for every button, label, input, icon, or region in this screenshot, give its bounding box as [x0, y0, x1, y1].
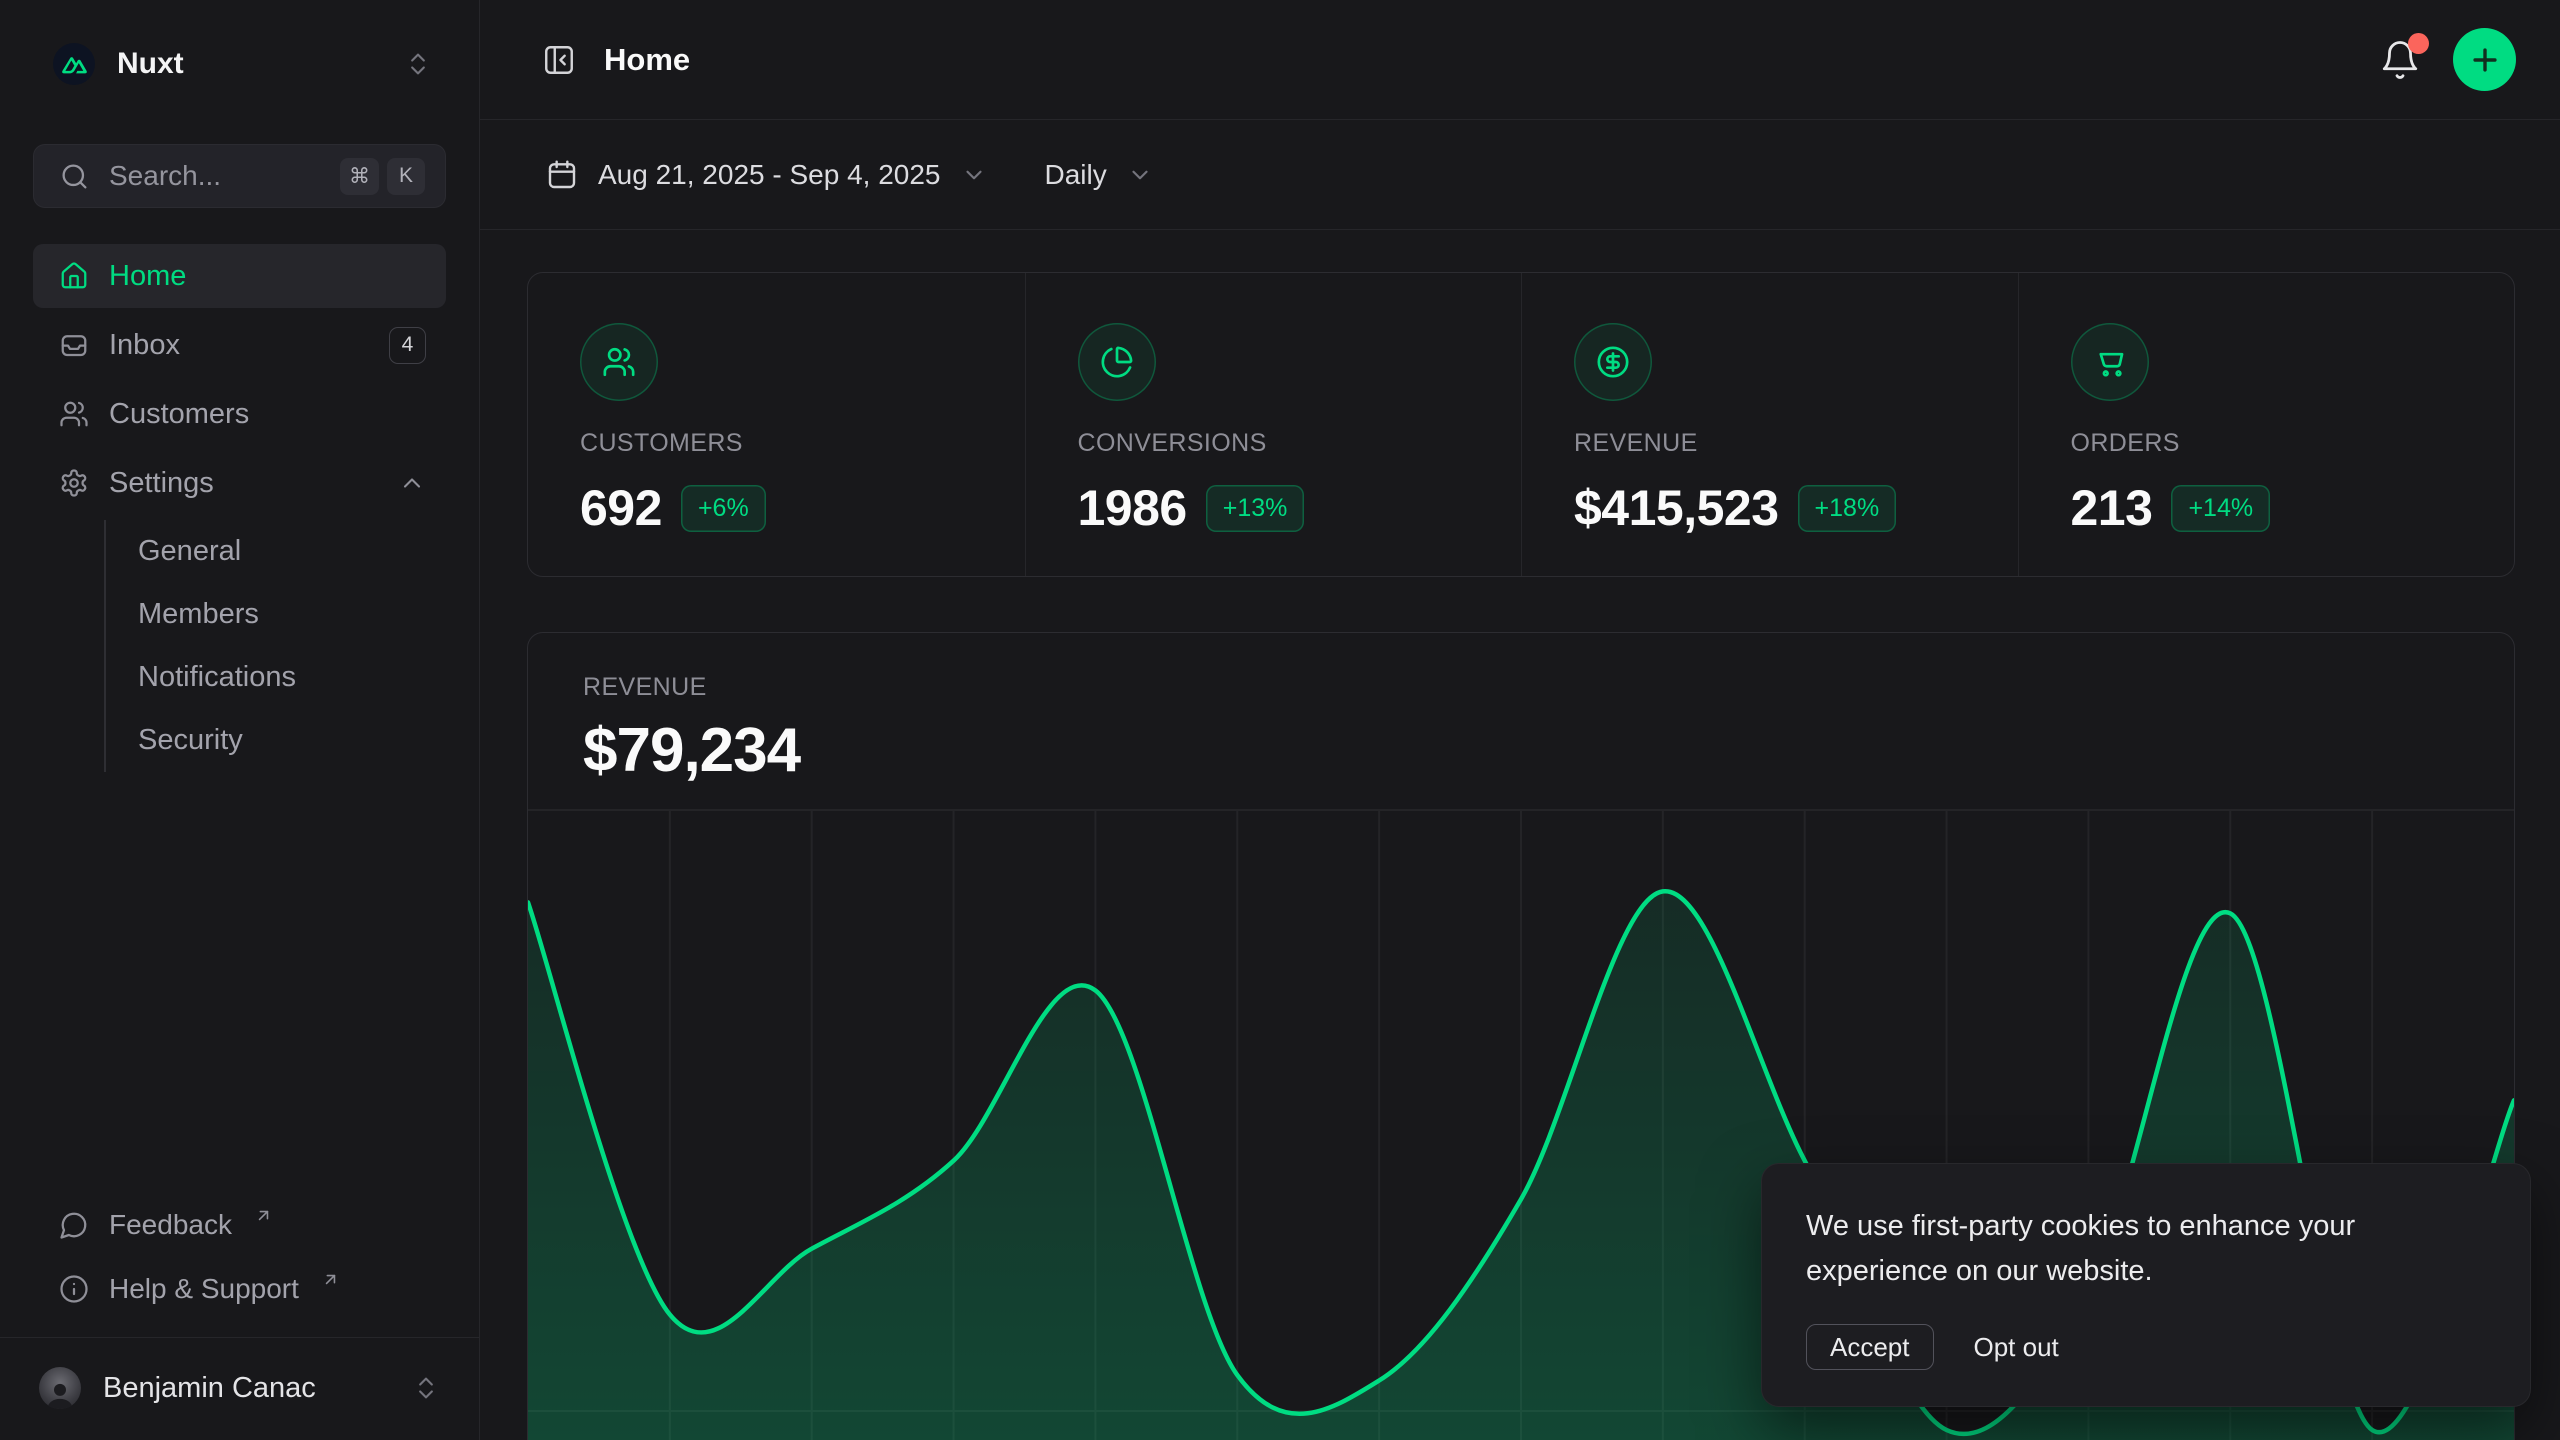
kbd-cmd: ⌘	[340, 158, 379, 195]
header-actions	[2373, 28, 2516, 91]
dollar-circle-icon	[1574, 323, 1652, 401]
settings-subnav: General Members Notifications Security	[104, 520, 446, 772]
sidebar-footer-links: Feedback Help & Support	[33, 1193, 446, 1321]
sidebar-item-inbox[interactable]: Inbox 4	[33, 313, 446, 377]
sidebar-item-security[interactable]: Security	[106, 709, 446, 772]
chevrons-up-down-icon	[412, 1374, 440, 1402]
search-placeholder: Search...	[109, 160, 320, 192]
stat-label: REVENUE	[1574, 429, 1988, 458]
chevron-down-icon	[1127, 162, 1153, 188]
search-icon	[60, 162, 89, 191]
sidebar-divider	[0, 1337, 479, 1339]
revenue-chart-label: REVENUE	[583, 673, 2514, 702]
nuxt-logo-icon	[53, 43, 95, 85]
stat-value: 1986	[1078, 479, 1187, 537]
page-title: Home	[604, 42, 690, 78]
inbox-count-badge: 4	[389, 327, 426, 364]
sidebar: Nuxt Search... ⌘ K Home	[0, 0, 480, 1440]
date-range-picker[interactable]: Aug 21, 2025 - Sep 4, 2025	[546, 159, 987, 191]
stat-orders[interactable]: ORDERS 213 +14%	[2018, 273, 2515, 576]
sidebar-item-settings[interactable]: Settings	[33, 451, 446, 515]
stat-value: $415,523	[1574, 479, 1779, 537]
stat-value: 213	[2071, 479, 2153, 537]
stat-customers[interactable]: CUSTOMERS 692 +6%	[528, 273, 1025, 576]
stats-summary-card: CUSTOMERS 692 +6% CONVERSIONS 1986 +13%	[527, 272, 2515, 577]
granularity-value: Daily	[1045, 159, 1107, 191]
chevron-down-icon	[961, 162, 987, 188]
external-link-icon	[321, 1270, 340, 1289]
plus-icon	[2468, 43, 2502, 77]
inbox-icon	[59, 330, 89, 360]
revenue-chart-value: $79,234	[583, 715, 2514, 786]
search-input[interactable]: Search... ⌘ K	[33, 144, 446, 208]
stat-delta-badge: +18%	[1798, 485, 1897, 532]
sidebar-item-label: Settings	[109, 467, 214, 500]
sidebar-item-label: Inbox	[109, 329, 180, 362]
cookie-banner: We use first-party cookies to enhance yo…	[1761, 1163, 2531, 1407]
stat-value: 692	[580, 479, 662, 537]
sidebar-item-label: Customers	[109, 398, 249, 431]
user-name: Benjamin Canac	[103, 1372, 390, 1405]
stat-label: CUSTOMERS	[580, 429, 995, 458]
cookie-message: We use first-party cookies to enhance yo…	[1806, 1204, 2441, 1294]
sidebar-item-general[interactable]: General	[106, 520, 446, 583]
message-bubble-icon	[59, 1210, 89, 1240]
page-header: Home	[480, 0, 2560, 120]
accept-cookies-button[interactable]: Accept	[1806, 1324, 1934, 1370]
notification-dot	[2408, 33, 2429, 54]
help-support-label: Help & Support	[109, 1273, 299, 1305]
notifications-button[interactable]	[2373, 33, 2427, 87]
app-root: Nuxt Search... ⌘ K Home	[0, 0, 2560, 1440]
chevron-up-icon	[398, 469, 426, 497]
pie-chart-icon	[1078, 323, 1156, 401]
sidebar-item-customers[interactable]: Customers	[33, 382, 446, 446]
workspace-switcher[interactable]: Nuxt	[33, 28, 446, 100]
users-icon	[580, 323, 658, 401]
avatar	[39, 1367, 81, 1409]
kbd-k: K	[387, 158, 425, 195]
date-range-value: Aug 21, 2025 - Sep 4, 2025	[598, 159, 941, 191]
external-link-icon	[254, 1206, 273, 1225]
sidebar-nav: Home Inbox 4 Customers Settings	[33, 244, 446, 772]
stat-label: CONVERSIONS	[1078, 429, 1492, 458]
filters-toolbar: Aug 21, 2025 - Sep 4, 2025 Daily	[480, 120, 2560, 230]
chevrons-up-down-icon	[404, 50, 432, 78]
cookie-actions: Accept Opt out	[1806, 1324, 2486, 1370]
calendar-icon	[546, 159, 578, 191]
help-support-link[interactable]: Help & Support	[33, 1257, 446, 1321]
home-icon	[59, 261, 89, 291]
sidebar-item-label: Home	[109, 260, 186, 293]
feedback-link[interactable]: Feedback	[33, 1193, 446, 1257]
add-button[interactable]	[2453, 28, 2516, 91]
stat-label: ORDERS	[2071, 429, 2485, 458]
info-circle-icon	[59, 1274, 89, 1304]
sidebar-item-notifications[interactable]: Notifications	[106, 646, 446, 709]
feedback-label: Feedback	[109, 1209, 232, 1241]
search-shortcut: ⌘ K	[340, 158, 425, 195]
stat-revenue[interactable]: REVENUE $415,523 +18%	[1521, 273, 2018, 576]
sidebar-spacer	[33, 772, 446, 1193]
stat-conversions[interactable]: CONVERSIONS 1986 +13%	[1025, 273, 1522, 576]
workspace-name: Nuxt	[117, 47, 382, 81]
collapse-sidebar-icon[interactable]	[542, 43, 576, 77]
granularity-select[interactable]: Daily	[1045, 159, 1153, 191]
shopping-cart-icon	[2071, 323, 2149, 401]
sidebar-item-home[interactable]: Home	[33, 244, 446, 308]
revenue-chart-header: REVENUE $79,234	[528, 633, 2514, 786]
stat-delta-badge: +6%	[681, 485, 766, 532]
gear-icon	[59, 468, 89, 498]
stat-delta-badge: +14%	[2171, 485, 2270, 532]
users-icon	[59, 399, 89, 429]
optout-cookies-button[interactable]: Opt out	[1974, 1332, 2059, 1363]
stat-delta-badge: +13%	[1206, 485, 1305, 532]
sidebar-item-members[interactable]: Members	[106, 583, 446, 646]
user-menu[interactable]: Benjamin Canac	[19, 1348, 460, 1428]
